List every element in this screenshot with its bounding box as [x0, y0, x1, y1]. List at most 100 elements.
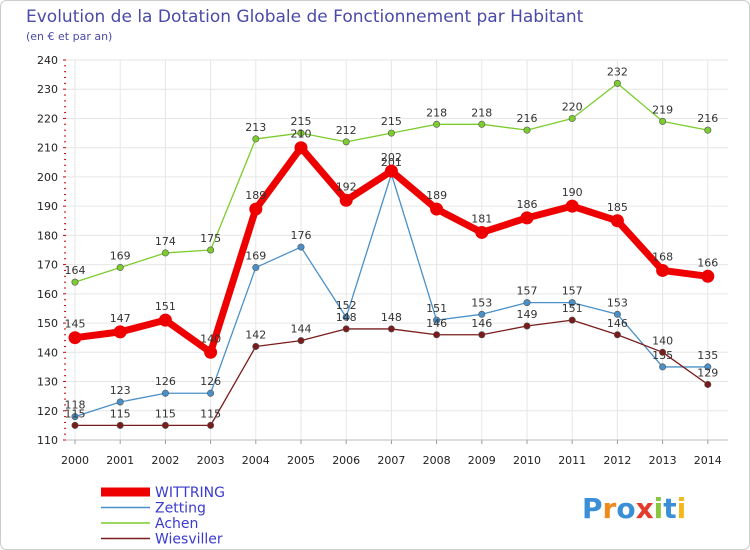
data-label-wiesviller: 148 [381, 311, 402, 324]
data-label-achen: 216 [697, 112, 718, 125]
data-point-zetting [71, 413, 79, 421]
data-point-achen [116, 264, 124, 272]
x-tick-label: 2000 [61, 454, 89, 467]
logo-letter: x [636, 492, 654, 525]
data-point-achen [613, 79, 621, 87]
data-point-wittring [294, 141, 308, 155]
data-point-achen [433, 120, 441, 128]
data-point-zetting [613, 310, 621, 318]
data-label-zetting: 118 [65, 399, 86, 412]
y-tick-label: 190 [37, 200, 58, 213]
data-point-achen [568, 114, 576, 122]
data-label-wittring: 210 [291, 128, 312, 141]
data-point-wittring [520, 211, 534, 225]
data-point-wittring [610, 214, 624, 228]
data-label-wittring: 190 [562, 186, 583, 199]
data-label-achen: 218 [426, 106, 447, 119]
data-point-achen [342, 138, 350, 146]
data-point-wittring [158, 313, 172, 327]
data-point-zetting [433, 316, 441, 324]
y-tick-label: 130 [37, 376, 58, 389]
data-point-wiesviller [659, 348, 667, 356]
data-label-achen: 220 [562, 100, 583, 113]
data-label-achen: 213 [245, 121, 266, 134]
data-label-achen: 175 [200, 232, 221, 245]
data-point-achen [161, 249, 169, 257]
x-tick-label: 2007 [377, 454, 405, 467]
data-point-achen [252, 135, 260, 143]
data-label-wiesviller: 146 [607, 317, 628, 330]
data-point-wittring [68, 331, 82, 345]
data-point-wittring [384, 164, 398, 178]
data-label-wiesviller: 148 [336, 311, 357, 324]
data-point-wiesviller [161, 421, 169, 429]
data-point-zetting [659, 363, 667, 371]
data-label-zetting: 153 [607, 296, 628, 309]
x-tick-label: 2003 [197, 454, 225, 467]
data-label-wiesviller: 151 [562, 302, 583, 315]
y-tick-label: 160 [37, 288, 58, 301]
y-tick-label: 120 [37, 405, 58, 418]
x-tick-label: 2008 [423, 454, 451, 467]
y-tick-label: 110 [37, 434, 58, 447]
legend-label-wiesviller: Wiesviller [155, 532, 223, 548]
data-point-wittring [113, 325, 127, 339]
x-tick-label: 2014 [694, 454, 722, 467]
y-tick-label: 230 [37, 83, 58, 96]
y-tick-label: 200 [37, 171, 58, 184]
x-tick-label: 2002 [151, 454, 179, 467]
data-point-wittring [339, 193, 353, 207]
data-label-wittring: 140 [200, 332, 221, 345]
data-label-achen: 215 [381, 115, 402, 128]
logo-letter: t [663, 492, 676, 525]
data-label-achen: 219 [652, 103, 673, 116]
data-label-wiesviller: 115 [65, 407, 86, 420]
logo-letter: P [582, 492, 603, 525]
data-label-wiesviller: 115 [200, 407, 221, 420]
data-label-zetting: 126 [200, 375, 221, 388]
data-label-wiesviller: 140 [652, 334, 673, 347]
data-point-wiesviller [116, 421, 124, 429]
data-point-wittring [475, 225, 489, 239]
y-tick-label: 210 [37, 142, 58, 155]
data-label-wittring: 181 [471, 212, 492, 225]
data-label-achen: 216 [517, 112, 538, 125]
data-point-zetting [207, 389, 215, 397]
x-tick-label: 2012 [603, 454, 631, 467]
data-label-wiesviller: 146 [426, 317, 447, 330]
data-point-wiesviller [613, 331, 621, 339]
data-point-achen [704, 126, 712, 134]
data-label-achen: 174 [155, 235, 176, 248]
logo-letter: i [654, 492, 664, 525]
y-tick-label: 220 [37, 112, 58, 125]
data-label-wittring: 151 [155, 300, 176, 313]
y-tick-label: 240 [37, 54, 58, 67]
x-tick-label: 2011 [558, 454, 586, 467]
data-point-wiesviller [433, 331, 441, 339]
x-tick-label: 2001 [106, 454, 134, 467]
chart-title: Evolution de la Dotation Globale de Fonc… [26, 7, 584, 27]
data-point-wiesviller [71, 421, 79, 429]
x-tick-label: 2004 [242, 454, 270, 467]
data-point-zetting [116, 398, 124, 406]
data-point-achen [71, 278, 79, 286]
data-point-achen [387, 129, 395, 137]
x-tick-label: 2013 [649, 454, 677, 467]
data-point-wiesviller [342, 325, 350, 333]
data-point-zetting [568, 299, 576, 307]
data-label-achen: 215 [291, 115, 312, 128]
logo-letter: i [677, 492, 687, 525]
data-label-wiesviller: 149 [517, 308, 538, 321]
logo-letter: r [603, 492, 617, 525]
proxiti-logo: Proxiti [582, 492, 686, 525]
data-point-achen [207, 246, 215, 254]
data-label-zetting: 123 [110, 384, 131, 397]
data-point-zetting [523, 299, 531, 307]
data-point-achen [659, 117, 667, 125]
data-point-zetting [342, 313, 350, 321]
data-label-wittring: 185 [607, 201, 628, 214]
data-label-zetting: 126 [155, 375, 176, 388]
y-tick-label: 150 [37, 317, 58, 330]
data-label-wiesviller: 129 [697, 366, 718, 379]
